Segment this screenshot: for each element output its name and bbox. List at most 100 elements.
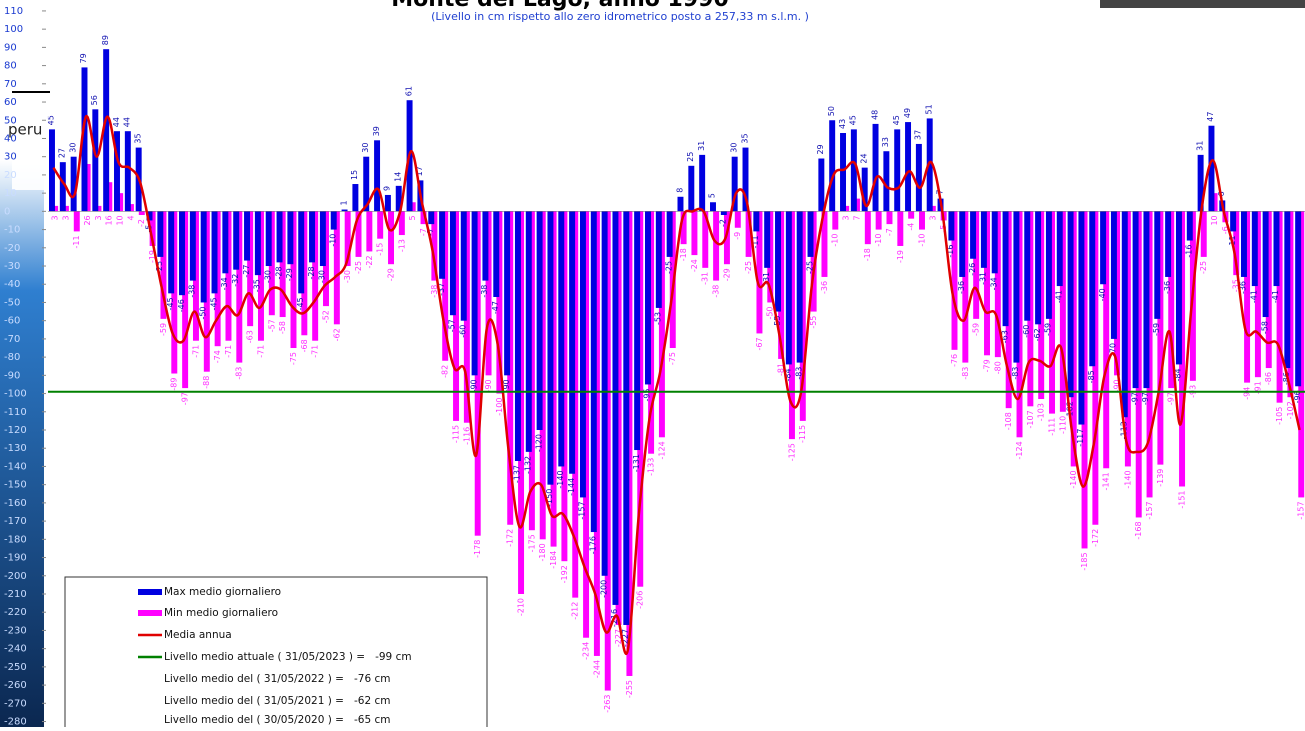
max-value-label: -38	[480, 285, 489, 298]
y-tick-label: -20	[4, 243, 20, 254]
max-value-label: -31	[979, 272, 988, 285]
min-value-label: -67	[755, 337, 764, 350]
max-value-label: -35	[253, 279, 262, 292]
max-bar	[233, 211, 239, 269]
max-value-label: 45	[892, 115, 901, 125]
min-value-label: -2	[137, 219, 146, 227]
max-bar	[190, 211, 196, 280]
max-value-label: -29	[285, 268, 294, 281]
max-bar	[678, 197, 684, 212]
y-tick-label: -190	[4, 553, 27, 564]
max-value-label: -97	[1130, 392, 1139, 405]
max-value-label: -60	[459, 325, 468, 338]
max-value-label: 51	[924, 104, 933, 114]
max-value-label: -46	[177, 299, 186, 312]
max-bar	[591, 211, 597, 532]
y-tick-label: 0	[4, 206, 10, 217]
legend-swatch	[138, 610, 162, 616]
min-value-label: -172	[506, 529, 515, 547]
max-bar	[1035, 211, 1041, 324]
min-value-label: -184	[549, 551, 558, 569]
min-value-label: -88	[202, 376, 211, 389]
min-value-label: -255	[625, 680, 634, 698]
max-bar	[537, 211, 543, 430]
max-value-label: 44	[123, 117, 132, 127]
max-value-label: -41	[1271, 290, 1280, 303]
max-value-label: -131	[632, 454, 641, 472]
min-value-label: -52	[321, 310, 330, 323]
max-value-label: 1	[339, 200, 348, 205]
min-value-label: -25	[354, 261, 363, 274]
min-value-label: -19	[896, 250, 905, 263]
max-value-label: 35	[133, 133, 142, 143]
min-value-label: -94	[1243, 387, 1252, 400]
max-bar	[1057, 211, 1063, 286]
max-bar	[699, 155, 705, 211]
max-bar	[222, 211, 228, 273]
y-tick-label: -160	[4, 498, 27, 509]
max-bar	[580, 211, 586, 497]
y-tick-label: -90	[4, 370, 20, 381]
max-value-label: -34	[990, 277, 999, 290]
min-bar	[735, 211, 741, 227]
max-bar	[1295, 211, 1301, 386]
max-value-label: 24	[859, 153, 868, 163]
y-tick-label: -130	[4, 443, 27, 454]
min-bar	[919, 211, 925, 229]
max-value-label: -50	[198, 306, 207, 319]
min-value-label: -192	[560, 565, 569, 583]
max-bar	[851, 129, 857, 211]
min-value-label: -110	[1058, 416, 1067, 434]
min-value-label: -151	[1178, 490, 1187, 508]
max-bar	[1143, 211, 1149, 388]
y-tick-label: -40	[4, 279, 20, 290]
min-value-label: -111	[1047, 418, 1056, 436]
y-tick-label: -100	[4, 389, 27, 400]
max-bar	[125, 131, 131, 211]
y-tick-label: 40	[4, 133, 17, 144]
max-value-label: -140	[556, 470, 565, 488]
legend-note: Livello medio del ( 31/05/2021 ) = -62 c…	[164, 695, 390, 707]
max-bar	[526, 211, 532, 452]
min-value-label: -11	[72, 235, 81, 248]
y-tick-label: -280	[4, 717, 27, 727]
min-value-label: -103	[1037, 403, 1046, 421]
max-value-label: -45	[296, 297, 305, 310]
max-bar	[1013, 211, 1019, 362]
max-bar	[829, 120, 835, 211]
y-tick-label: 30	[4, 152, 17, 163]
max-value-label: 39	[372, 126, 381, 136]
max-value-label: -30	[318, 270, 327, 283]
min-value-label: -115	[451, 425, 460, 443]
max-bar	[385, 195, 391, 211]
min-value-label: -76	[950, 354, 959, 367]
max-value-label: -28	[307, 266, 316, 279]
max-bar	[786, 211, 792, 364]
max-bar	[504, 211, 510, 375]
max-value-label: -30	[263, 270, 272, 283]
min-value-label: 3	[842, 215, 851, 220]
max-value-label: -34	[220, 277, 229, 290]
min-value-label: 16	[105, 215, 114, 225]
min-value-label: -210	[517, 598, 526, 616]
max-bar	[1187, 211, 1193, 240]
y-tick-label: 80	[4, 61, 17, 72]
max-value-label: 61	[404, 86, 413, 96]
min-value-label: -71	[224, 345, 233, 358]
max-value-label: -59	[1152, 323, 1161, 336]
min-bar	[832, 211, 838, 229]
y-tick-label: -250	[4, 662, 27, 673]
min-value-label: -86	[1264, 372, 1273, 385]
y-tick-label: 50	[4, 115, 17, 126]
y-tick-label: -50	[4, 297, 20, 308]
y-tick-label: -240	[4, 644, 27, 655]
min-value-label: -38	[712, 285, 721, 298]
min-value-label: 10	[1210, 215, 1219, 225]
min-bar	[139, 211, 145, 215]
max-bar	[1176, 211, 1182, 364]
min-value-label: -180	[538, 543, 547, 561]
min-value-label: -36	[820, 281, 829, 294]
max-bar	[1165, 211, 1171, 277]
min-value-label: -7	[885, 228, 894, 236]
max-value-label: 48	[870, 110, 879, 120]
